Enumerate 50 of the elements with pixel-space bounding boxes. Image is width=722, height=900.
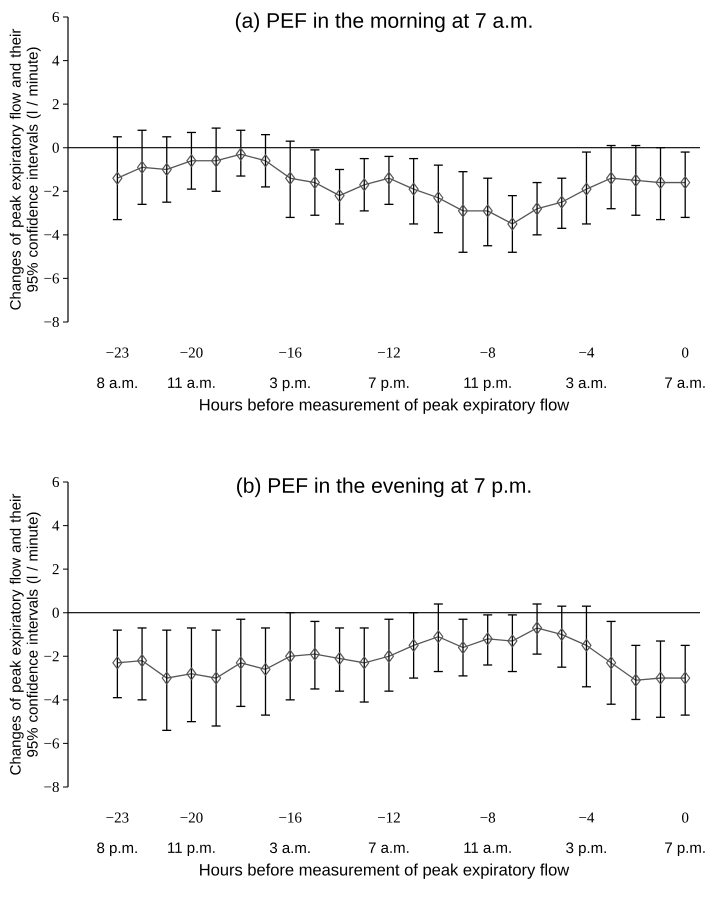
x-tick-label: −4 <box>579 812 594 822</box>
text: 3 p.m. <box>566 842 606 856</box>
y-tick-label: 2 <box>52 99 59 110</box>
text: 3 a.m. <box>270 842 310 854</box>
y-tick-label: 4 <box>52 56 60 66</box>
y-tick-label: 2 <box>52 564 59 574</box>
x-tick-label: −8 <box>480 348 496 358</box>
x-tick-label: −16 <box>279 348 302 358</box>
x-tick-label: 0 <box>682 348 688 358</box>
text: 7 p.m. <box>665 842 705 856</box>
y-axis-title: Changes of peak expiratory flow and their 95% confidence intervals (l / minute) <box>10 494 41 775</box>
x-tick-label: −12 <box>378 348 400 358</box>
x-tick-label: −12 <box>378 812 400 822</box>
x-tick-label: −8 <box>480 812 496 823</box>
y-tick-label: 4 <box>52 520 60 531</box>
text: 8 a.m. <box>97 378 137 388</box>
x-axis-title: Hours before measurement of peak expiratory flow <box>200 863 570 879</box>
x-tick-label: 0 <box>682 812 688 823</box>
text: 7 p.m. <box>368 378 408 391</box>
y-tick-label: 0 <box>52 142 59 153</box>
y-tick-label: 0 <box>52 608 59 618</box>
x-tick-label: −23 <box>106 812 129 823</box>
text: 3 a.m. <box>566 378 606 388</box>
y-tick-label: −8 <box>44 316 59 328</box>
y-tick-label: −2 <box>44 186 59 196</box>
x-tick-label: −20 <box>180 348 203 358</box>
x-tick-label: −20 <box>180 812 203 823</box>
text: 11 a.m. <box>168 378 215 388</box>
x-tick-label: −16 <box>279 812 302 823</box>
text: 7 a.m. <box>368 842 408 853</box>
y-tick-label: −4 <box>44 230 60 240</box>
x-tick-label: −4 <box>579 348 594 358</box>
y-tick-label: −2 <box>44 651 59 662</box>
text: 11 p.m. <box>168 842 215 856</box>
x-tick-label: −23 <box>106 348 129 358</box>
y-tick-label: −8 <box>44 782 59 792</box>
y-tick-label: −6 <box>44 273 60 284</box>
y-tick-label: 6 <box>52 12 60 22</box>
text: 11 p.m. <box>464 378 511 391</box>
chart-title: (a) PEF in the morning at 7 a.m. <box>236 12 532 32</box>
chart-title: (b) PEF in the evening at 7 p.m. <box>237 478 530 498</box>
y-tick-label: 6 <box>52 476 60 488</box>
y-tick-label: −6 <box>44 738 60 748</box>
text: 7 a.m. <box>665 378 705 388</box>
y-axis-title: Changes of peak expiratory flow and their 95% confidence intervals (l / minute) <box>10 28 41 310</box>
text: 11 a.m. <box>464 842 511 853</box>
x-axis-title: Hours before measurement of peak expiratory flow <box>200 398 570 414</box>
text: 8 p.m. <box>97 842 137 856</box>
text: 3 p.m. <box>270 378 310 392</box>
y-tick-label: −4 <box>44 694 60 705</box>
